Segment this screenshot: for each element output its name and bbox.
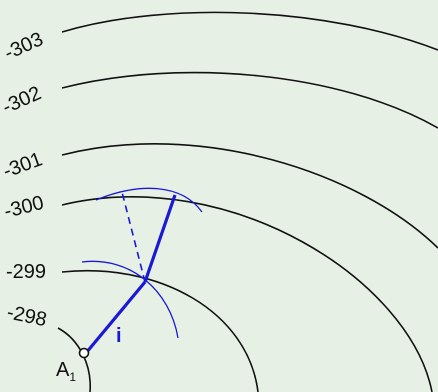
contour-label-302: -302	[0, 82, 45, 118]
contour-label-301: -301	[0, 148, 45, 182]
point-name: A	[56, 359, 70, 381]
dashed-construction-line	[121, 191, 146, 283]
construction-arc-upper	[95, 187, 203, 213]
point-subscript: 1	[69, 370, 76, 384]
contour-label-303: -303	[1, 28, 47, 64]
contour-line-301	[61, 143, 438, 249]
contour-label-300: -300	[2, 192, 46, 223]
contour-line-300	[61, 196, 433, 392]
segment-i	[84, 280, 147, 355]
point-a1-label: A1	[56, 359, 76, 384]
segment-label-i: i	[116, 325, 122, 347]
contour-line-299	[61, 270, 259, 392]
contour-label-298: -298	[5, 301, 49, 331]
contour-line-302	[61, 71, 438, 129]
point-a1-marker	[78, 347, 90, 359]
contour-label-299: -299	[6, 261, 46, 283]
contour-line-303	[61, 11, 438, 51]
gradient-segment	[143, 194, 177, 283]
